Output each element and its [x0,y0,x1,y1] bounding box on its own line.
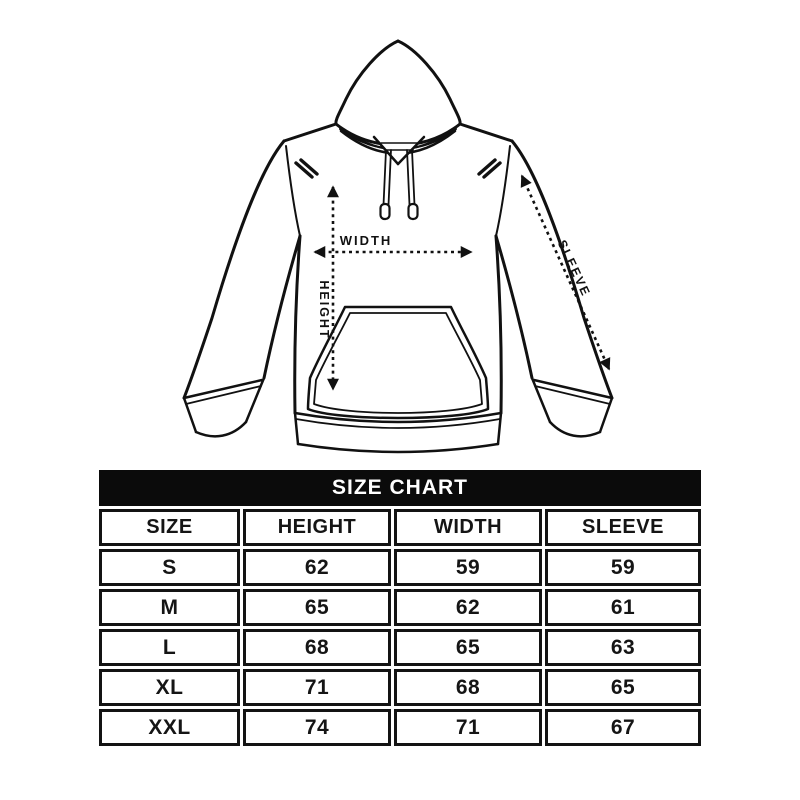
row-s-height: 62 [243,549,391,586]
sleeve-left [182,139,302,438]
row-s-sleeve: 59 [545,549,701,586]
armhole-seam-left [285,145,301,237]
row-m-width: 62 [394,589,542,626]
row-xl-width: 68 [394,669,542,706]
armhole-seam-right [495,145,511,237]
column-header-size: SIZE [99,509,240,546]
row-s-size: S [99,549,240,586]
row-xxl-size: XXL [99,709,240,746]
shoulder-tick-right [477,158,502,179]
row-l-sleeve: 63 [545,629,701,666]
size-chart-grid: SIZE HEIGHT WIDTH SLEEVE S 62 59 59 M 65… [99,509,701,746]
row-m-size: M [99,589,240,626]
shoulder-right [458,122,514,143]
row-l-size: L [99,629,240,666]
width-measure-label: WIDTH [340,233,393,248]
row-xl-height: 71 [243,669,391,706]
drawstring-right [406,149,419,221]
column-header-sleeve: SLEEVE [545,509,701,546]
height-measure-label: HEIGHT [317,280,331,339]
row-xxl-width: 71 [394,709,542,746]
body [293,234,503,415]
row-xl-sleeve: 65 [545,669,701,706]
drawstring-left [379,149,392,221]
column-header-height: HEIGHT [243,509,391,546]
hoodie-diagram: WIDTH HEIGHT SLEEVE [182,39,614,454]
v-neck [372,135,426,166]
row-xxl-sleeve: 67 [545,709,701,746]
kangaroo-pocket [306,305,490,420]
row-xxl-height: 74 [243,709,391,746]
measurement-labels: WIDTH HEIGHT SLEEVE [317,233,593,340]
size-chart-table: SIZE CHART SIZE HEIGHT WIDTH SLEEVE S 62… [99,470,701,746]
shoulder-left [282,122,338,143]
hood [334,39,462,155]
sleeve-right [494,139,614,438]
hem-band [293,411,503,454]
size-chart-title: SIZE CHART [99,470,701,506]
row-l-width: 65 [394,629,542,666]
hoodie-outline [182,39,614,454]
row-m-height: 65 [243,589,391,626]
row-m-sleeve: 61 [545,589,701,626]
row-xl-size: XL [99,669,240,706]
row-l-height: 68 [243,629,391,666]
sleeve-arrow [520,174,611,371]
measurement-arrows [313,174,611,391]
shoulder-tick-left [294,158,319,179]
column-header-width: WIDTH [394,509,542,546]
row-s-width: 59 [394,549,542,586]
